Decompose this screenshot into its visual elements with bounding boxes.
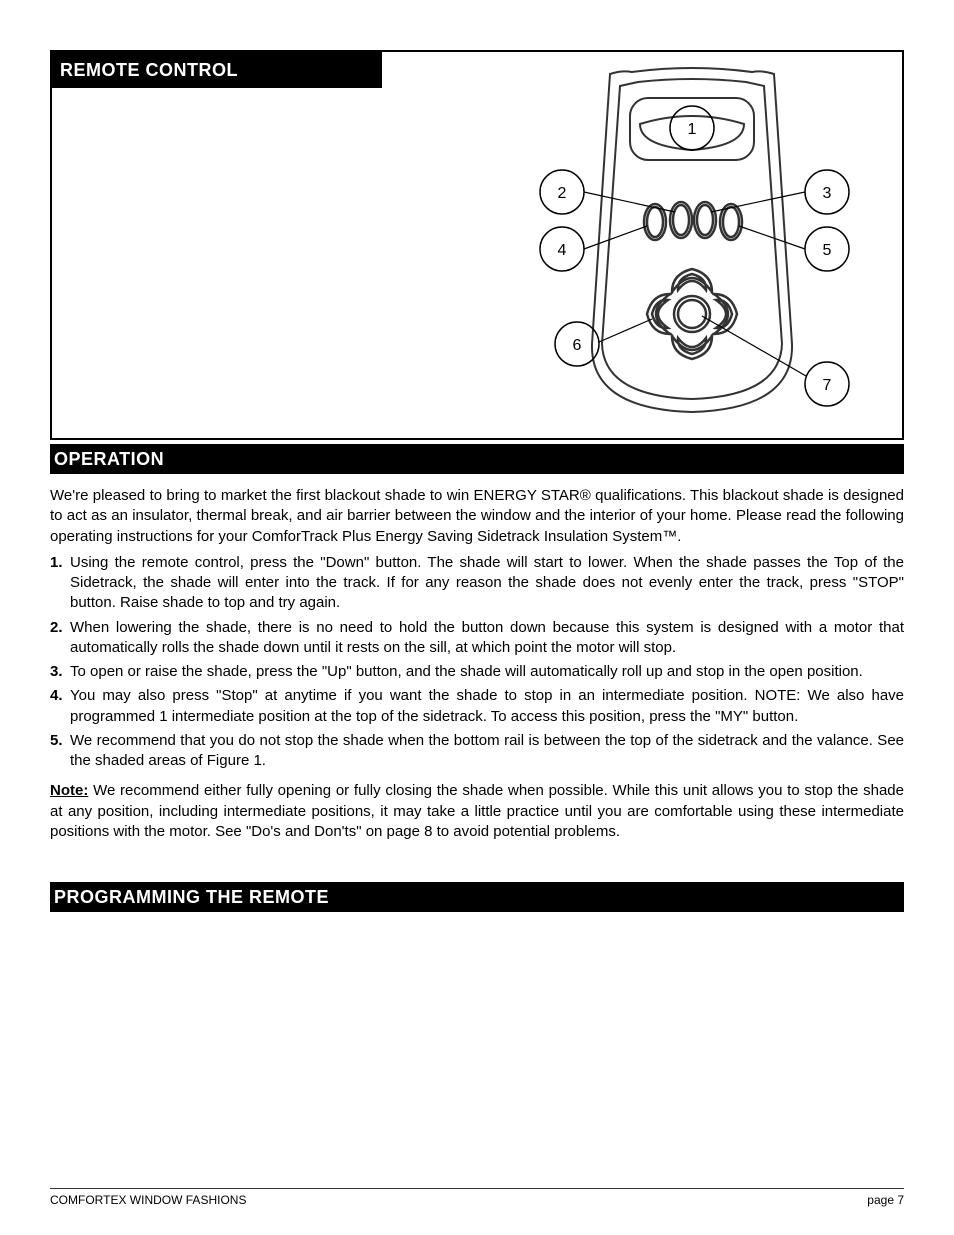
note-label: Note: xyxy=(50,782,88,799)
footer-left: COMFORTEX WINDOW FASHIONS xyxy=(50,1193,246,1207)
step-2: 2. When lowering the shade, there is no … xyxy=(50,618,904,659)
callout-4-label: 4 xyxy=(558,242,567,259)
callout-2-label: 2 xyxy=(558,185,567,202)
footer-right: page 7 xyxy=(867,1193,904,1207)
manual-page: REMOTE CONTROL 1 xyxy=(0,0,954,1235)
programming-heading: PROGRAMMING THE REMOTE xyxy=(50,882,904,912)
step-5-text: We recommend that you do not stop the sh… xyxy=(70,731,904,772)
page-footer: COMFORTEX WINDOW FASHIONS page 7 xyxy=(50,1188,904,1207)
remote-diagram: 1 xyxy=(492,64,892,439)
callout-6-label: 6 xyxy=(573,337,582,354)
operation-steps: 1. Using the remote control, press the "… xyxy=(50,553,904,772)
callout-3-label: 3 xyxy=(823,185,832,202)
step-4-text: You may also press "Stop" at anytime if … xyxy=(70,686,904,727)
remote-control-figure: REMOTE CONTROL 1 xyxy=(50,50,904,440)
callout-1-label: 1 xyxy=(688,121,697,138)
remote-title-bar: REMOTE CONTROL xyxy=(52,52,382,88)
step-5: 5. We recommend that you do not stop the… xyxy=(50,731,904,772)
step-3: 3. To open or raise the shade, press the… xyxy=(50,662,904,682)
callout-5-label: 5 xyxy=(823,242,832,259)
callout-7-label: 7 xyxy=(823,377,832,394)
operation-heading-text: OPERATION xyxy=(54,449,164,470)
operation-body: We're pleased to bring to market the fir… xyxy=(50,486,904,842)
programming-heading-text: PROGRAMMING THE REMOTE xyxy=(54,887,329,908)
operation-note: Note: We recommend either fully opening … xyxy=(50,781,904,842)
step-1: 1. Using the remote control, press the "… xyxy=(50,553,904,614)
step-4: 4. You may also press "Stop" at anytime … xyxy=(50,686,904,727)
operation-intro: We're pleased to bring to market the fir… xyxy=(50,486,904,547)
operation-heading: OPERATION xyxy=(50,444,904,474)
remote-title: REMOTE CONTROL xyxy=(52,60,238,80)
note-text: We recommend either fully opening or ful… xyxy=(50,782,904,840)
